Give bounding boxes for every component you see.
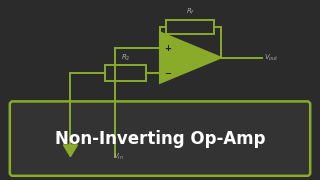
Polygon shape bbox=[160, 32, 221, 83]
Text: −: − bbox=[164, 69, 172, 78]
Text: $R_2$: $R_2$ bbox=[121, 53, 130, 63]
Polygon shape bbox=[63, 145, 77, 157]
Text: Non-Inverting Op-Amp: Non-Inverting Op-Amp bbox=[55, 130, 265, 148]
Text: $V_{out}$: $V_{out}$ bbox=[264, 53, 279, 63]
FancyBboxPatch shape bbox=[166, 20, 214, 34]
FancyBboxPatch shape bbox=[10, 101, 310, 176]
Text: $V_{in}$: $V_{in}$ bbox=[113, 152, 124, 162]
FancyBboxPatch shape bbox=[105, 65, 147, 81]
Text: $R_f$: $R_f$ bbox=[186, 7, 195, 17]
Text: +: + bbox=[164, 44, 172, 53]
